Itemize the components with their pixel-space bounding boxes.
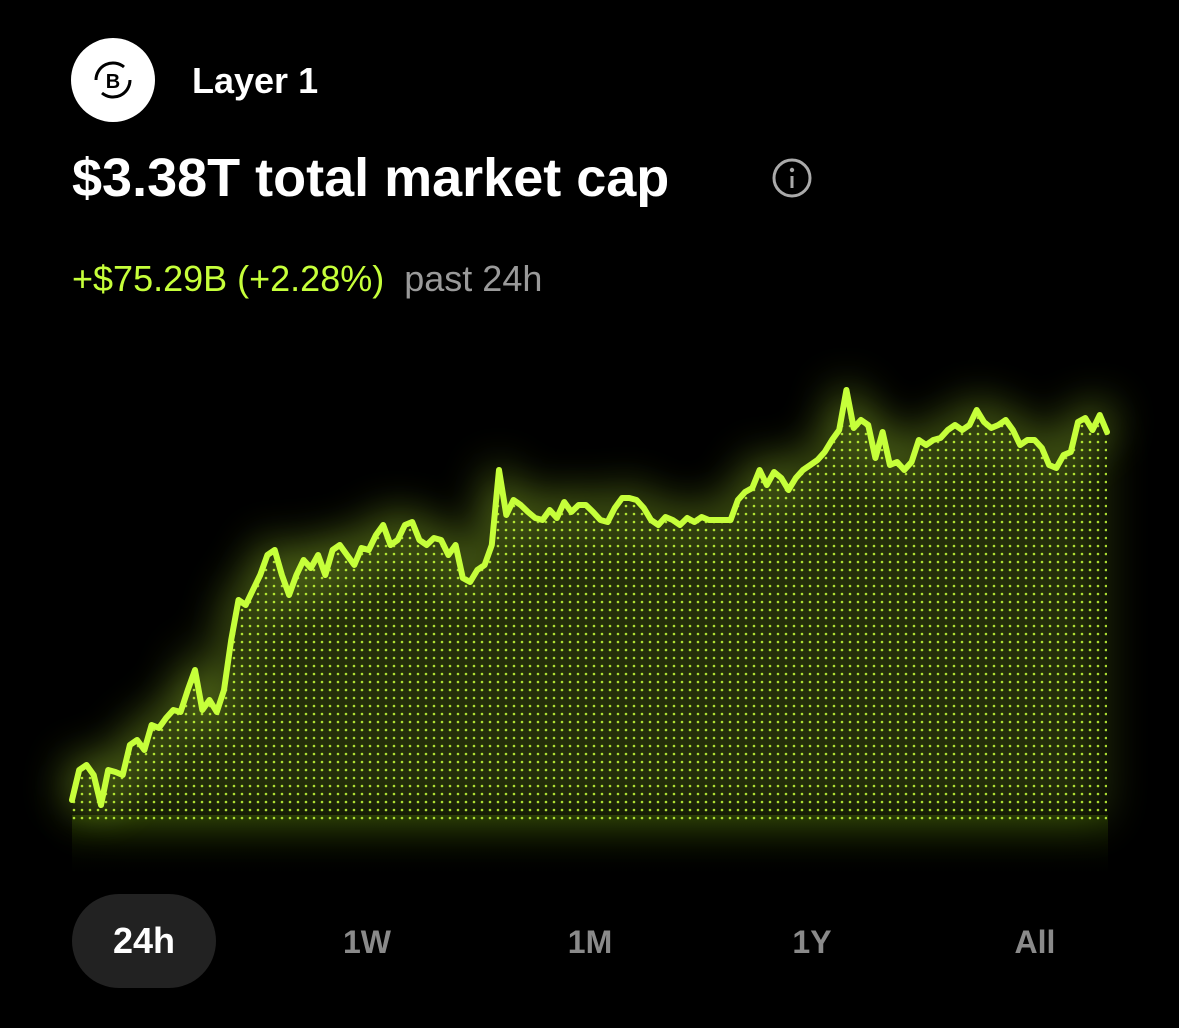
range-button[interactable]: All — [1015, 924, 1056, 960]
range-pill[interactable] — [72, 894, 216, 988]
chart-floor — [72, 815, 1108, 880]
change-period: past 24h — [404, 258, 542, 299]
range-label[interactable]: All — [1015, 924, 1056, 960]
range-button[interactable]: 1W — [343, 924, 392, 960]
info-button[interactable] — [772, 158, 812, 198]
category-label: Layer 1 — [192, 60, 318, 101]
info-dot — [789, 167, 795, 173]
change-line: +$75.29B (+2.28%) past 24h — [72, 258, 542, 299]
range-label[interactable]: 1M — [568, 924, 612, 960]
range-label[interactable]: 1W — [343, 924, 392, 960]
logo-glyph — [94, 61, 132, 99]
range-button[interactable]: 1Y — [792, 924, 831, 960]
logo-symbol: B — [106, 71, 120, 93]
area-dots — [72, 390, 1107, 820]
range-label[interactable]: 24h — [113, 920, 175, 961]
headline: $3.38T total market cap — [72, 148, 669, 208]
range-button[interactable]: 24h — [72, 894, 216, 988]
line — [69, 387, 1110, 808]
change-amount: +$75.29B (+2.28%) — [72, 258, 384, 299]
chart — [65, 387, 1114, 820]
range-label[interactable]: 1Y — [792, 924, 831, 960]
info-icon[interactable] — [772, 158, 812, 198]
range-selector: 24h 1W 1M 1Y All — [72, 894, 1055, 988]
range-button[interactable]: 1M — [568, 924, 612, 960]
category-logo — [71, 38, 155, 122]
